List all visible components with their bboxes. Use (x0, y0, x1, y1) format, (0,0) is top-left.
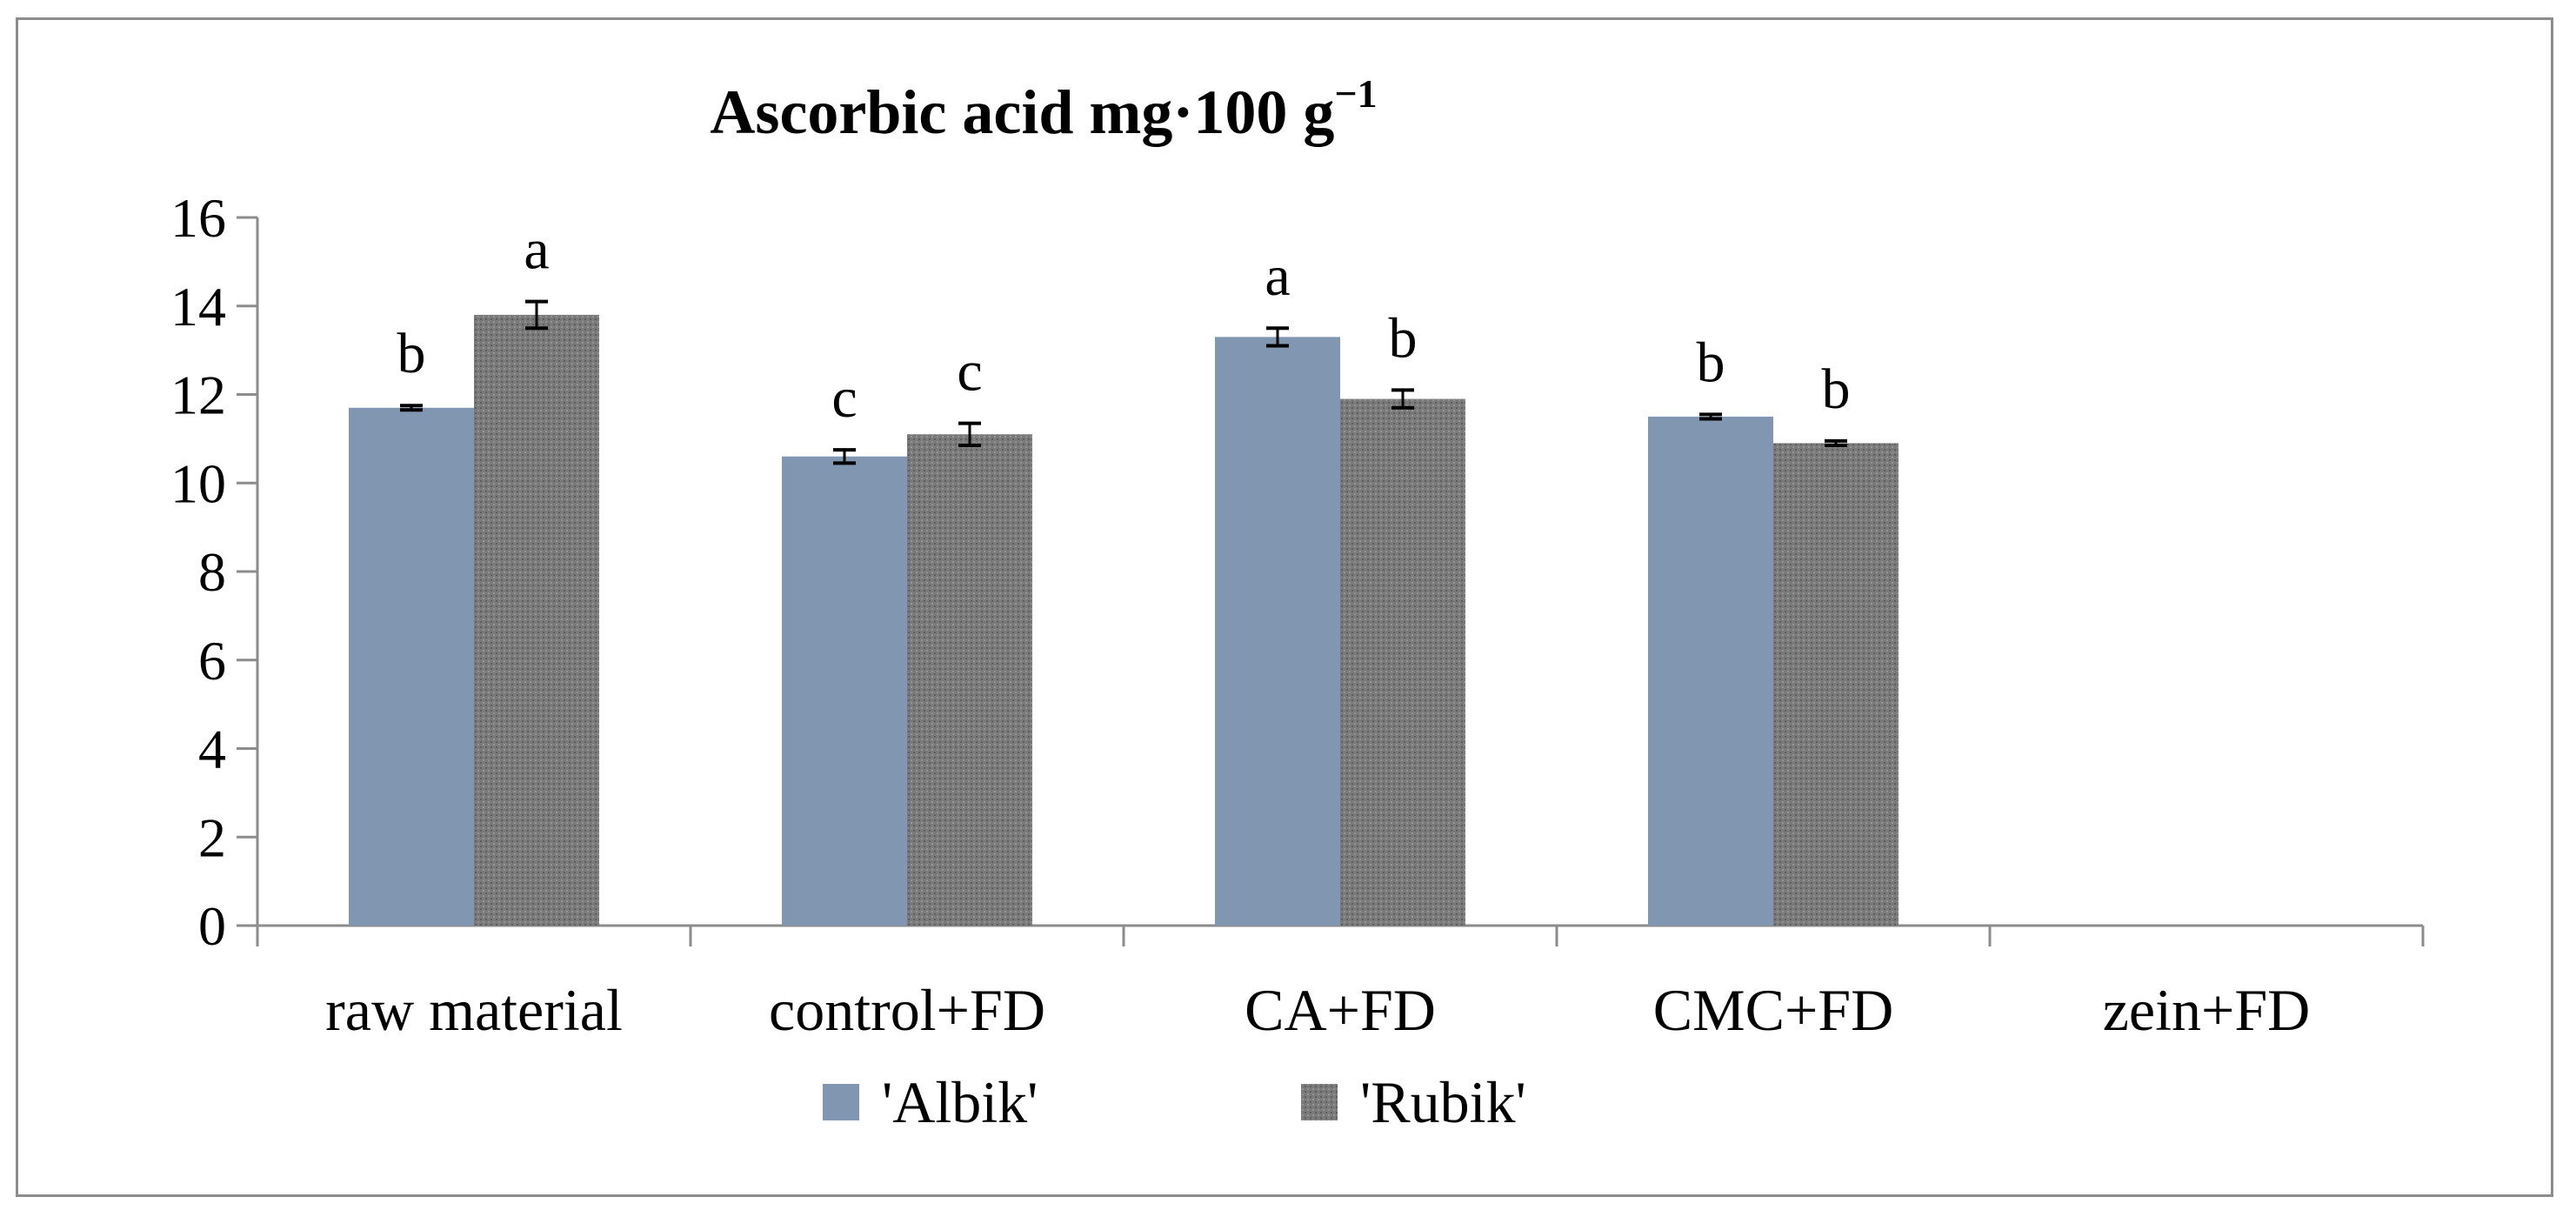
bar-albik (1648, 416, 1773, 926)
y-tick-label: 0 (198, 895, 226, 957)
error-bar (958, 421, 981, 448)
error-bar (400, 404, 423, 412)
legend-label: 'Rubik' (1360, 1069, 1526, 1135)
error-bar (1391, 388, 1414, 410)
legend-item-albik: 'Albik' (823, 1069, 1038, 1135)
error-bar (1266, 326, 1289, 348)
significance-letter: b (1822, 358, 1851, 421)
legend: 'Albik' 'Rubik' (823, 1069, 1526, 1135)
y-tick-label: 14 (170, 276, 226, 338)
chart-title-main: Ascorbic acid mg·100 g (710, 77, 1334, 147)
error-bar (525, 299, 548, 331)
x-category-label: zein+FD (2103, 977, 2311, 1043)
x-axis: raw material control+FD CA+FD CMC+FD zein+FD (256, 924, 2425, 1043)
legend-label: 'Albik' (882, 1069, 1038, 1135)
chart-title-superscript: −1 (1334, 71, 1377, 116)
y-tick-label: 10 (170, 452, 226, 514)
legend-swatch (1301, 1084, 1338, 1120)
significance-letter: a (524, 218, 549, 282)
legend-item-rubik: 'Rubik' (1301, 1069, 1526, 1135)
bar-rubik (907, 434, 1032, 926)
x-category-label: control+FD (769, 977, 1045, 1043)
x-category-label: raw material (325, 977, 623, 1043)
bar-rubik (1340, 398, 1465, 926)
error-bar (1699, 412, 1722, 421)
y-axis: 0 2 4 6 8 10 12 14 16 (170, 187, 259, 957)
x-category-label: CA+FD (1245, 977, 1436, 1043)
error-bar (1825, 438, 1847, 448)
y-tick-label: 12 (170, 364, 226, 426)
significance-letters-group: b c a b a c b b (397, 218, 1851, 430)
significance-letter: c (831, 366, 857, 430)
bars-group (349, 314, 1899, 926)
bar-albik (1215, 337, 1340, 926)
bar-rubik (474, 314, 599, 926)
error-bar (833, 448, 856, 465)
bar-albik (782, 456, 907, 926)
significance-letter: a (1265, 244, 1290, 308)
significance-letter: b (397, 322, 426, 385)
y-tick-label: 6 (198, 630, 226, 692)
significance-letter: b (1389, 306, 1418, 370)
significance-letter: b (1697, 331, 1725, 394)
bar-rubik (1773, 443, 1899, 926)
legend-swatch (823, 1084, 859, 1120)
bar-albik (349, 407, 474, 926)
x-category-label: CMC+FD (1653, 977, 1893, 1043)
error-bars-group (400, 299, 1847, 465)
y-tick-label: 2 (198, 806, 226, 868)
y-tick-label: 4 (198, 719, 226, 780)
y-tick-label: 16 (170, 187, 226, 249)
y-tick-label: 8 (198, 541, 226, 603)
chart-title: Ascorbic acid mg·100 g−1 (710, 71, 1377, 147)
significance-letter: c (957, 340, 982, 404)
